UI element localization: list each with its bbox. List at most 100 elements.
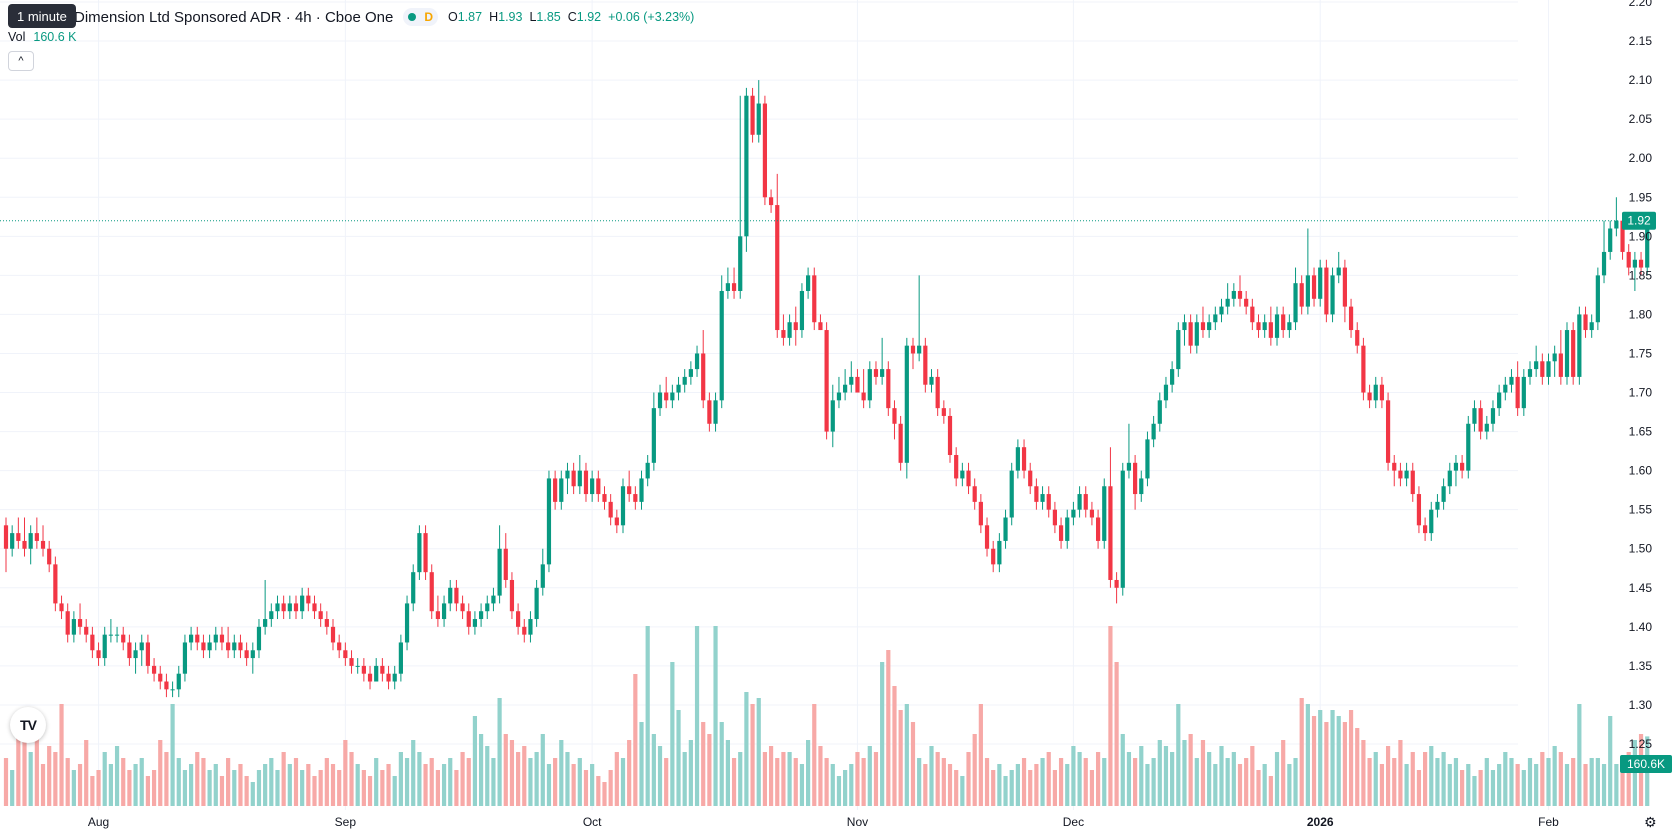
candle-body [528,619,533,635]
volume-bar [1509,758,1514,806]
volume-bar [1046,752,1051,806]
candle-body [121,634,126,643]
candle-body [337,642,342,651]
candle-body [1034,486,1039,502]
volume-bar [701,722,706,806]
candle-body [1552,353,1557,362]
candle-body [324,619,329,627]
candle-body [145,642,151,666]
candle-body [1163,384,1169,401]
volume-bar [664,758,669,806]
candle-body [1256,322,1261,331]
price-tick-label: 2.05 [1629,112,1653,126]
candle-body [127,642,132,659]
volume-bar [1003,776,1008,806]
tradingview-logo[interactable]: TV [10,707,46,743]
volume-bar [516,752,521,806]
volume-bar [1484,758,1489,806]
price-axis[interactable]: 1.25 1.30 1.35 1.40 1.45 1.50 1.55 1.60 1.65 1.70… [1620,0,1672,773]
volume-bar [540,734,545,806]
volume-bar [53,752,58,806]
candle-body [583,470,589,495]
price-tick-label: 1.55 [1629,503,1653,517]
candle-body [892,408,897,424]
candle-body [1188,322,1193,346]
time-tick-label: 2026 [1307,815,1334,829]
candle-body [1065,517,1070,541]
collapse-legend-button[interactable]: ^ [8,51,34,71]
candle-body [1632,259,1637,268]
volume-bar [1460,770,1465,806]
volume-bar [1589,758,1594,806]
candle-body [1207,322,1212,331]
candle-body [435,611,440,620]
volume-bar [1318,710,1323,806]
volume-bar [880,662,885,806]
time-axis[interactable]: Aug Sep Oct Nov Dec 2026 Feb [88,815,1559,829]
candle-body [460,603,465,612]
candle-body [1225,298,1230,307]
candle-body [1577,314,1582,377]
candle-body [1490,408,1496,424]
volume-bar [1577,704,1582,806]
volume-bar [602,782,607,806]
volume-bar [102,752,107,806]
candle-body [330,626,336,643]
volume-bar [1188,734,1193,806]
volume-bar [1281,740,1286,806]
gear-icon[interactable]: ⚙ [1644,814,1657,830]
candle-body [1614,220,1619,229]
volume-bar [454,770,459,806]
candle-body [1608,228,1613,252]
candle-body [1447,470,1452,487]
volume-bar [40,764,46,806]
candle-body [1318,267,1323,299]
volume-bar [1404,764,1409,806]
candle-body [1620,220,1625,252]
candle-body [787,322,792,338]
volume-bar [503,734,508,806]
candle-body [114,634,120,636]
volume-bar [71,770,76,806]
volume-bar [910,722,916,806]
volume-bar [275,770,280,806]
volume-bar [1453,758,1459,806]
volume-bar [1342,722,1347,806]
candle-body [1213,314,1218,323]
volume-bar [417,752,422,806]
candle-body [534,587,539,620]
volume-bar [34,722,39,806]
volume-bar [509,740,515,806]
volume-bar [984,758,990,806]
symbol-title[interactable]: Dimension Ltd Sponsored ADR · 4h · Cboe … [74,8,394,26]
candle-body [1392,462,1397,471]
volume-bar [639,722,644,806]
volume-bar [1145,764,1150,806]
candle-body [139,642,144,651]
volume-bar [1503,752,1508,806]
volume-bar [1595,758,1600,806]
price-tick-label: 1.70 [1629,386,1653,400]
candle-body [886,369,891,409]
volume-bar [16,734,21,806]
candle-body [1009,470,1014,518]
candle-body [1472,408,1477,424]
volume-bar [1077,752,1082,806]
candle-body [509,579,515,612]
price-tick-label: 2.15 [1629,34,1653,48]
volume-bar [583,770,589,806]
volume-bar [485,746,490,806]
candle-body [522,626,527,635]
legend-header: Dimension Ltd Sponsored ADR · 4h · Cboe … [8,6,694,28]
volume-bar [812,704,817,806]
candle-body [287,603,292,612]
market-status-badge[interactable]: D [403,8,439,26]
candle-body [318,611,323,620]
candle-body [232,642,237,651]
volume-bar [1540,752,1545,806]
volume-bar [90,776,95,806]
volume-bar [781,752,786,806]
volume-bar [1237,764,1243,806]
candle-body [1200,322,1206,331]
